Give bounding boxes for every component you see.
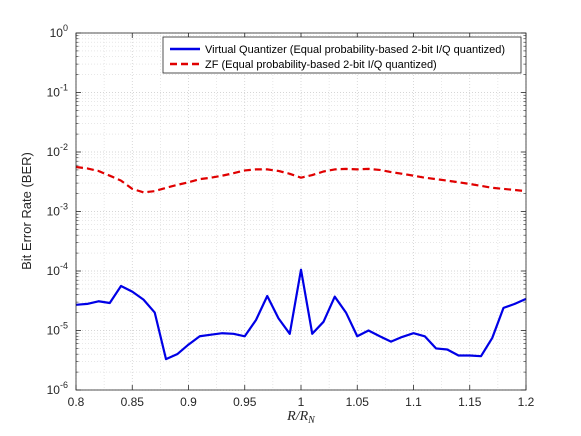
y-tick-label: 10-1: [47, 83, 68, 100]
x-tick-label: 0.85: [121, 395, 145, 409]
y-axis-label: Bit Error Rate (BER): [19, 152, 34, 270]
x-tick-label: 1.15: [458, 395, 482, 409]
x-axis-ticks: 0.8 0.85 0.9 0.95 1 1.05 1.1 1.15 1.2: [68, 33, 535, 409]
legend: Virtual Quantizer (Equal probability-bas…: [162, 36, 522, 74]
y-tick-label: 10-2: [47, 142, 68, 159]
x-axis-label-var-2: R: [299, 409, 309, 424]
series-line-0: [75, 268, 527, 361]
x-tick-label: 1.05: [346, 395, 370, 409]
series-layer: [75, 165, 527, 361]
x-tick-label: 1: [298, 395, 305, 409]
y-tick-label: 10-6: [47, 380, 68, 397]
x-tick-label: 0.8: [68, 395, 85, 409]
legend-label-1: ZF (Equal probability-based 2-bit I/Q qu…: [205, 59, 437, 71]
y-tick-label: 10-5: [47, 321, 68, 338]
legend-label-0: Virtual Quantizer (Equal probability-bas…: [205, 44, 505, 56]
x-tick-label: 0.9: [180, 395, 197, 409]
x-tick-label: 0.95: [233, 395, 257, 409]
y-tick-label: 100: [50, 23, 68, 40]
y-tick-label: 10-3: [47, 202, 68, 219]
x-axis-label: R/RN: [286, 409, 316, 426]
series-line-1: [75, 165, 527, 194]
y-axis-ticks: 10-6 10-5 10-4 10-3 10-2 10-1 100: [47, 23, 526, 397]
legend-box: [162, 36, 522, 74]
y-tick-label: 10-4: [47, 261, 68, 278]
x-tick-label: 1.1: [405, 395, 422, 409]
x-tick-label: 1.2: [518, 395, 535, 409]
